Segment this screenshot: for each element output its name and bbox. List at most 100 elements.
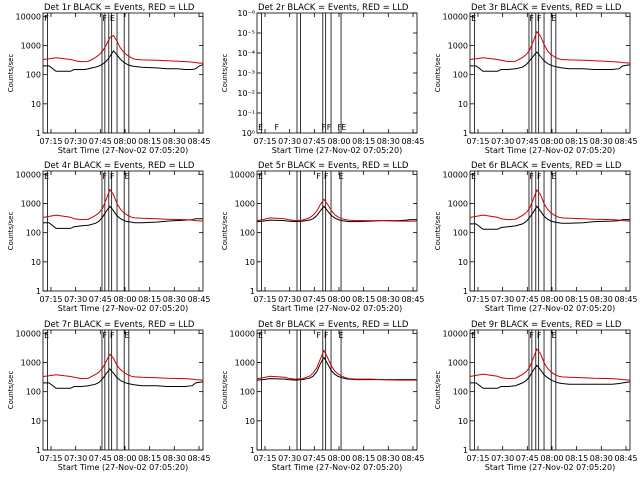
marker-label: F	[327, 123, 332, 132]
x-tick-label: 08:30	[377, 454, 400, 463]
marker-label: F	[324, 172, 329, 181]
x-tick-label: 08:15	[138, 137, 161, 146]
x-tick-label: 07:15	[466, 137, 489, 146]
series-line-events	[43, 368, 204, 389]
y-tick-label: 10000	[16, 329, 41, 338]
y-tick-label: 100	[453, 71, 468, 80]
x-axis-label: Start Time (27-Nov-02 07:05:20)	[58, 304, 188, 313]
series-line-events	[470, 205, 630, 230]
x-tick-label: 08:30	[163, 454, 186, 463]
x-tick-label: 08:15	[138, 295, 161, 304]
series-line-lld	[469, 30, 631, 64]
marker-label: E	[258, 331, 263, 340]
y-axis-label: Counts/sec	[7, 54, 15, 93]
x-tick-label: 08:45	[187, 137, 210, 146]
panel-det-2: Det 2r BLACK = Events, RED = LLD 10⁰ 10⁻¹ 1…	[221, 3, 425, 155]
y-tick-label: 10000	[230, 329, 255, 338]
y-tick-label: 10⁻⁴	[237, 49, 255, 58]
panel-title: Det 7r BLACK = Events, RED = LLD	[44, 320, 195, 330]
marker-label: F	[537, 172, 542, 181]
x-tick-label: 08:00	[540, 295, 563, 304]
y-tick-label: 1	[36, 287, 41, 296]
y-tick-label: 10000	[230, 170, 255, 179]
plot-frame	[469, 170, 631, 292]
x-tick-label: 07:15	[253, 454, 276, 463]
x-tick-label: 07:15	[466, 295, 489, 304]
series-line-lld	[256, 349, 417, 381]
x-tick-label: 08:00	[113, 137, 136, 146]
y-tick-label: 1000	[21, 41, 41, 50]
y-tick-label: 1	[36, 446, 41, 455]
y-tick-label: 10000	[16, 170, 41, 179]
y-tick-label: 100	[453, 229, 468, 238]
x-tick-label: 07:30	[278, 454, 301, 463]
x-tick-label: 08:00	[113, 295, 136, 304]
x-tick-label: 07:45	[303, 295, 326, 304]
x-tick-label: 08:30	[590, 295, 613, 304]
x-tick-label: 07:15	[466, 454, 489, 463]
y-axis-label: Counts/sec	[7, 371, 15, 410]
plot-frame	[42, 12, 204, 134]
x-tick-label: 08:00	[113, 454, 136, 463]
marker-label: F	[44, 14, 49, 23]
panel-det-8: Det 8r BLACK = Events, RED = LLD 1 10 100 10…	[221, 320, 425, 472]
x-tick-label: 08:30	[377, 295, 400, 304]
x-tick-label: 08:45	[187, 454, 210, 463]
y-tick-label: 10	[245, 258, 255, 267]
panel-det-1: Det 1r BLACK = Events, RED = LLD 1 10 100 10…	[7, 3, 211, 155]
plot-frame	[42, 329, 204, 451]
plot-frame	[256, 12, 418, 134]
marker-label: E	[341, 123, 346, 132]
x-tick-label: 07:45	[303, 454, 326, 463]
marker-label: E	[552, 172, 557, 181]
marker-label: F	[529, 331, 534, 340]
marker-label: F	[110, 172, 115, 181]
panel-det-7: Det 7r BLACK = Events, RED = LLD 1 10 100 10…	[7, 320, 211, 472]
x-tick-label: 07:45	[516, 454, 539, 463]
plot-frame	[469, 329, 631, 451]
y-tick-label: 10	[31, 258, 41, 267]
marker-label: E	[44, 331, 49, 340]
x-tick-label: 08:15	[352, 137, 375, 146]
x-tick-label: 07:45	[89, 295, 112, 304]
x-tick-label: 08:00	[540, 137, 563, 146]
x-tick-label: 08:30	[590, 137, 613, 146]
y-tick-label: 1000	[448, 358, 468, 367]
x-tick-label: 07:30	[491, 295, 514, 304]
y-tick-label: 1000	[448, 199, 468, 208]
series-line-events	[43, 50, 204, 72]
y-axis-label: Counts/sec	[434, 54, 442, 93]
marker-label: E	[125, 331, 130, 340]
y-tick-label: 100	[26, 388, 41, 397]
y-axis-label: Counts/sec	[221, 54, 229, 93]
y-tick-label: 10000	[16, 12, 41, 21]
panel-title: Det 1r BLACK = Events, RED = LLD	[44, 3, 195, 13]
x-tick-label: 07:45	[89, 454, 112, 463]
y-tick-label: 1	[250, 446, 255, 455]
y-tick-label: 10000	[443, 170, 468, 179]
x-tick-label: 07:15	[39, 454, 62, 463]
x-tick-label: 07:30	[491, 137, 514, 146]
marker-label: E	[471, 172, 476, 181]
y-tick-label: 1000	[235, 199, 255, 208]
x-axis-label: Start Time (27-Nov-02 07:05:20)	[58, 146, 188, 155]
plot-frame	[256, 170, 418, 292]
y-tick-label: 10⁻²	[237, 89, 255, 98]
series-line-lld	[256, 198, 417, 222]
x-tick-label: 08:45	[401, 137, 424, 146]
marker-label: F	[537, 14, 542, 23]
y-axis-label: Counts/sec	[434, 371, 442, 410]
y-tick-label: 1	[36, 129, 41, 138]
panel-title: Det 2r BLACK = Events, RED = LLD	[258, 3, 409, 13]
y-tick-label: 1	[463, 129, 468, 138]
y-tick-label: 10⁻³	[237, 69, 255, 78]
x-tick-label: 07:15	[253, 295, 276, 304]
plot-frame	[469, 12, 631, 134]
y-tick-label: 1	[463, 446, 468, 455]
x-tick-label: 07:30	[64, 295, 87, 304]
x-tick-label: 08:45	[187, 295, 210, 304]
marker-label: F	[316, 172, 321, 181]
x-tick-label: 08:00	[540, 454, 563, 463]
x-tick-label: 08:45	[401, 454, 424, 463]
